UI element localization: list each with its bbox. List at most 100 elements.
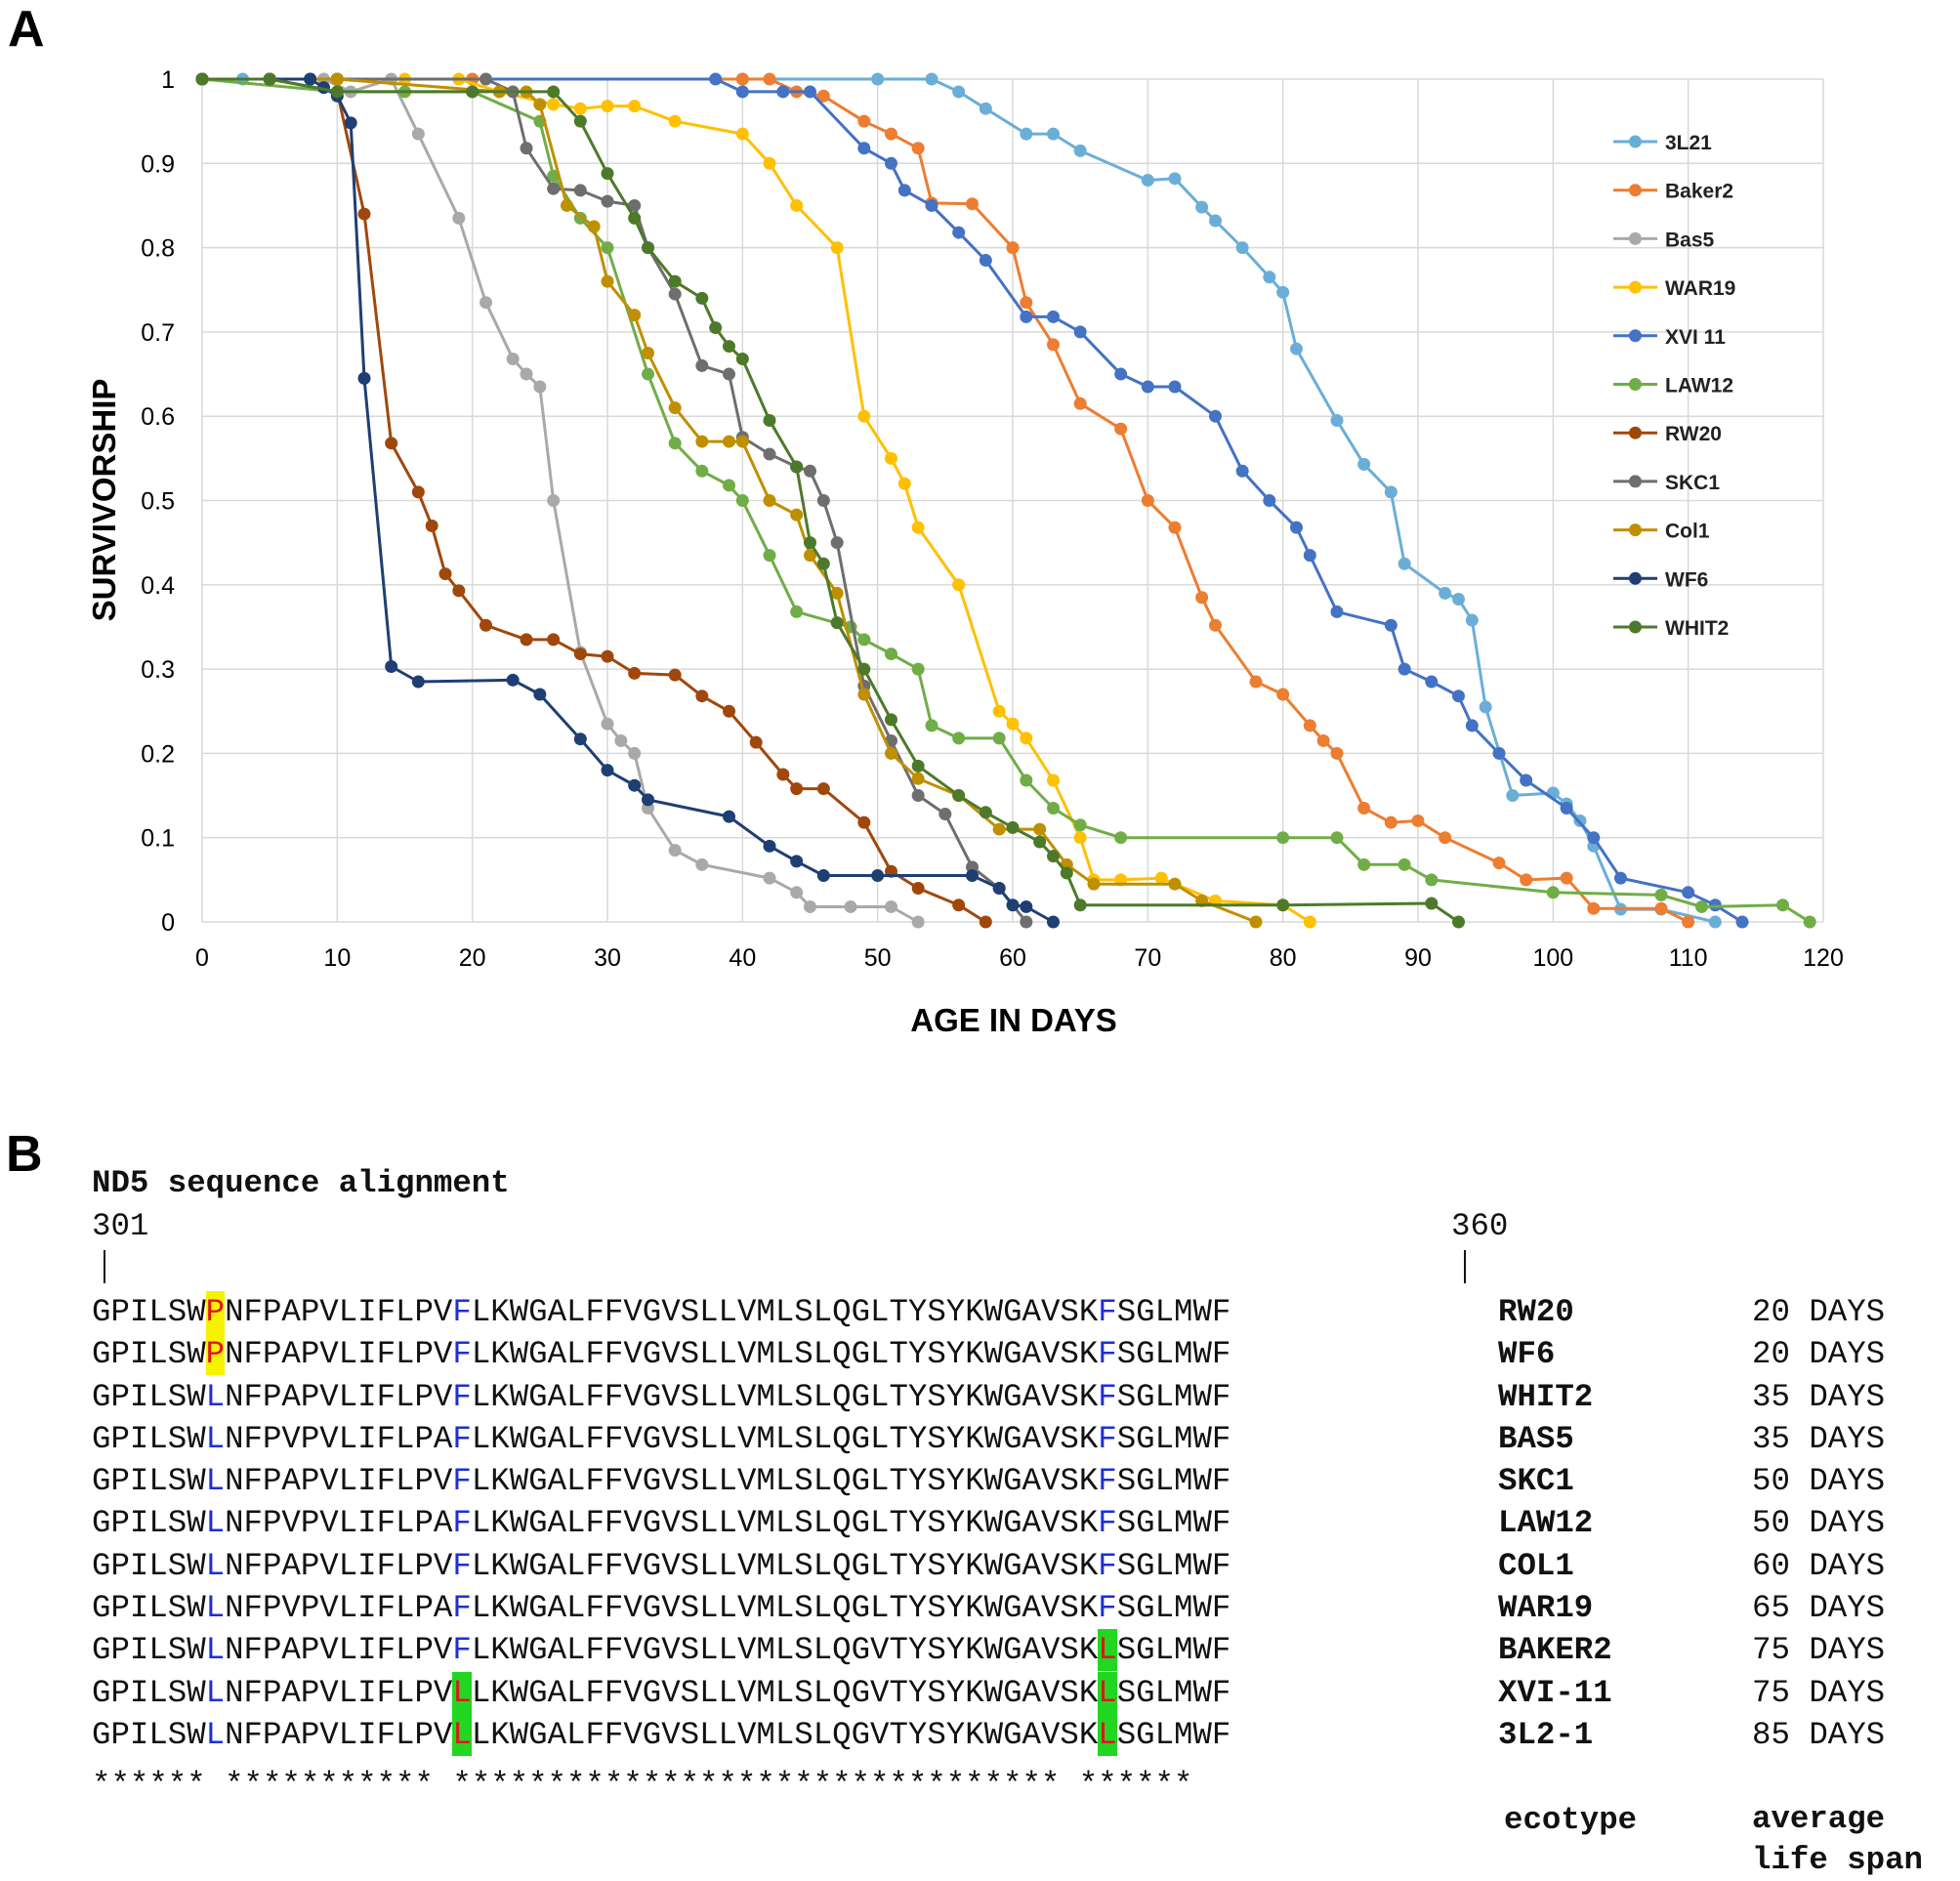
- data-point: [1452, 592, 1465, 606]
- highlighted-residue: F: [1098, 1463, 1117, 1500]
- data-point: [992, 822, 1006, 836]
- legend-item: Baker2: [1613, 181, 1733, 203]
- data-point: [668, 668, 682, 682]
- sequence-segment: SGLMWF: [1116, 1632, 1231, 1669]
- highlighted-residue: L: [205, 1505, 226, 1542]
- data-point: [735, 127, 749, 141]
- data-point: [1073, 899, 1087, 912]
- highlighted-residue: F: [1098, 1378, 1117, 1415]
- x-tick-label: 50: [864, 944, 892, 972]
- data-point: [1452, 915, 1465, 929]
- data-point: [952, 732, 966, 745]
- data-point: [1803, 915, 1816, 929]
- legend-swatch-marker: [1629, 620, 1642, 634]
- data-point: [547, 98, 561, 111]
- sequence-segment: SGLMWF: [1116, 1336, 1231, 1373]
- legend-swatch-marker: [1629, 523, 1642, 537]
- data-point: [547, 633, 561, 647]
- data-point: [992, 704, 1006, 718]
- data-point: [695, 291, 709, 305]
- data-point: [480, 618, 492, 632]
- data-point: [668, 401, 682, 415]
- sequence-segment: SGLMWF: [1116, 1505, 1231, 1542]
- data-point: [1114, 422, 1128, 436]
- sequence-segment: GPILSW: [92, 1378, 206, 1415]
- data-point: [1020, 773, 1033, 787]
- lifespan-header-line-1: average: [1752, 1801, 1886, 1837]
- highlighted-residue: F: [452, 1336, 472, 1373]
- ecotype-name: WHIT2: [1498, 1378, 1594, 1415]
- data-point: [642, 793, 654, 807]
- data-point: [601, 717, 614, 731]
- x-tick-label: 120: [1803, 944, 1844, 972]
- data-point: [857, 633, 871, 647]
- sequence-segment: SGLMWF: [1116, 1716, 1231, 1753]
- data-point: [1073, 144, 1087, 157]
- data-point: [628, 746, 642, 760]
- data-point: [925, 72, 938, 86]
- data-point: [735, 72, 749, 86]
- data-point: [911, 521, 925, 534]
- data-point: [533, 688, 547, 701]
- data-point: [1263, 271, 1276, 284]
- data-point: [1195, 591, 1209, 605]
- sequence: GPILSWLNFPAPVLIFLPVFLKWGALFFVGVSLLVMLSLQ…: [92, 1376, 1230, 1418]
- data-point: [695, 435, 709, 448]
- ecotype-column-header: ecotype: [1504, 1802, 1638, 1838]
- sequence-segment: LKWGALFFVGVSLLVMLSLQGLTYSYKWGAVSK: [471, 1547, 1099, 1584]
- data-point: [776, 85, 790, 99]
- data-point: [897, 477, 911, 490]
- data-point: [952, 899, 966, 912]
- legend-label: SKC1: [1665, 472, 1720, 494]
- data-point: [790, 198, 804, 212]
- y-tick-label: 0.1: [141, 825, 175, 853]
- data-point: [1316, 733, 1330, 747]
- legend-swatch-marker: [1629, 378, 1642, 391]
- highlighted-residue: F: [1098, 1420, 1117, 1457]
- series-lines: [195, 72, 1816, 929]
- sequence: GPILSWLNFPAPVLIFLPVFLKWGALFFVGVSLLVMLSLQ…: [92, 1629, 1231, 1672]
- data-point: [1682, 915, 1695, 929]
- average-lifespan: 35 DAYS: [1752, 1378, 1886, 1415]
- data-point: [520, 367, 533, 381]
- data-point: [1020, 915, 1033, 929]
- legend-swatch-marker: [1629, 135, 1642, 148]
- data-point: [804, 899, 816, 913]
- data-point: [816, 782, 830, 796]
- sequence-segment: SGLMWF: [1116, 1674, 1231, 1711]
- legend-label: WAR19: [1665, 277, 1735, 300]
- sequence-segment: LKWGALFFVGVSLLVMLSLQGVTYSYKWGAVSK: [471, 1674, 1099, 1711]
- data-point: [992, 881, 1006, 895]
- conservation-line: ****** *********** *********************…: [92, 1767, 1193, 1803]
- data-point: [885, 713, 897, 727]
- data-point: [830, 586, 844, 600]
- data-point: [857, 114, 871, 128]
- sequence-segment: GPILSW: [92, 1336, 206, 1373]
- data-point: [735, 85, 749, 99]
- data-point: [547, 182, 561, 195]
- legend-swatch-marker: [1629, 184, 1642, 197]
- data-point: [804, 536, 816, 550]
- data-point: [1452, 690, 1465, 703]
- data-point: [547, 494, 561, 507]
- data-point: [1330, 746, 1344, 760]
- data-point: [573, 102, 587, 115]
- average-lifespan: 75 DAYS: [1752, 1632, 1886, 1669]
- highlighted-residue: F: [1098, 1505, 1117, 1542]
- data-point: [573, 648, 587, 661]
- sequence-segment: GPILSW: [92, 1632, 206, 1669]
- data-point: [614, 733, 628, 747]
- data-point: [1357, 457, 1371, 471]
- data-point: [1330, 605, 1344, 618]
- data-point: [1425, 873, 1439, 887]
- sequence-segment: NFPAPVLIFLPV: [225, 1336, 453, 1373]
- data-point: [776, 768, 790, 781]
- data-point: [763, 871, 776, 885]
- data-point: [1006, 717, 1020, 731]
- average-lifespan: 85 DAYS: [1752, 1716, 1886, 1753]
- data-point: [1303, 915, 1316, 929]
- average-lifespan: 35 DAYS: [1752, 1420, 1886, 1457]
- highlighted-residue: F: [1098, 1336, 1117, 1373]
- sequence-segment: GPILSW: [92, 1674, 206, 1711]
- legend-swatch-marker: [1629, 426, 1642, 439]
